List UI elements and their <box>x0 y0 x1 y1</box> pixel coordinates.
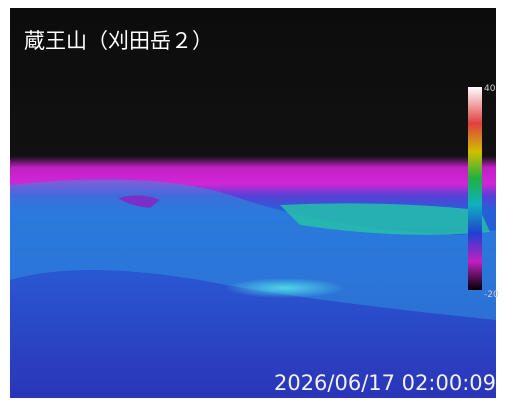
cold-spot <box>118 195 160 208</box>
title: 蔵王山（刈田岳２） <box>24 29 213 53</box>
scale-max: 40 <box>484 84 496 94</box>
scale-min: -20 <box>484 290 499 300</box>
slope <box>10 179 496 320</box>
timestamp: 2026/06/17 02:00:09 <box>274 371 496 395</box>
warm-spot <box>225 278 345 298</box>
warm-area <box>280 203 490 235</box>
color-scale <box>468 87 482 290</box>
